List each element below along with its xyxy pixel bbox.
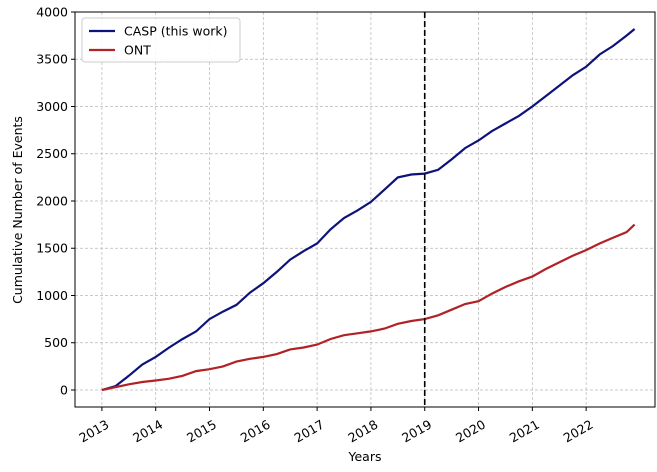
plot-frame	[74, 11, 656, 408]
y-tick-label: 3000	[36, 99, 68, 114]
legend-label: ONT	[124, 43, 151, 58]
y-tick-label: 1500	[36, 241, 68, 256]
x-tick-label: 2022	[561, 417, 596, 446]
x-tick-label: 2013	[76, 417, 111, 446]
y-tick-label: 2000	[36, 193, 68, 208]
x-tick-label: 2016	[238, 417, 273, 446]
x-tick-label: 2014	[130, 417, 165, 446]
y-axis-label: Cumulative Number of Events	[10, 116, 25, 304]
y-tick-label: 0	[60, 382, 68, 397]
legend-label: CASP (this work)	[124, 24, 228, 39]
y-tick-label: 4000	[36, 5, 68, 20]
y-tick-label: 3500	[36, 52, 68, 67]
series-line	[101, 28, 636, 392]
legend: CASP (this work) ONT	[81, 17, 241, 63]
y-tick-label: 500	[44, 335, 68, 350]
legend-box	[81, 17, 241, 63]
y-tick-label: 1000	[36, 288, 68, 303]
x-tick-label: 2019	[399, 417, 434, 446]
x-tick-label: 2015	[184, 417, 219, 446]
x-tick-label: 2018	[345, 417, 380, 446]
x-axis-label: Years	[348, 449, 382, 464]
y-tick-label: 2500	[36, 146, 68, 161]
x-tick-label: 2020	[453, 417, 488, 446]
series-line	[101, 223, 636, 392]
x-tick-label: 2021	[507, 417, 542, 446]
x-tick-label: 2017	[292, 417, 327, 446]
